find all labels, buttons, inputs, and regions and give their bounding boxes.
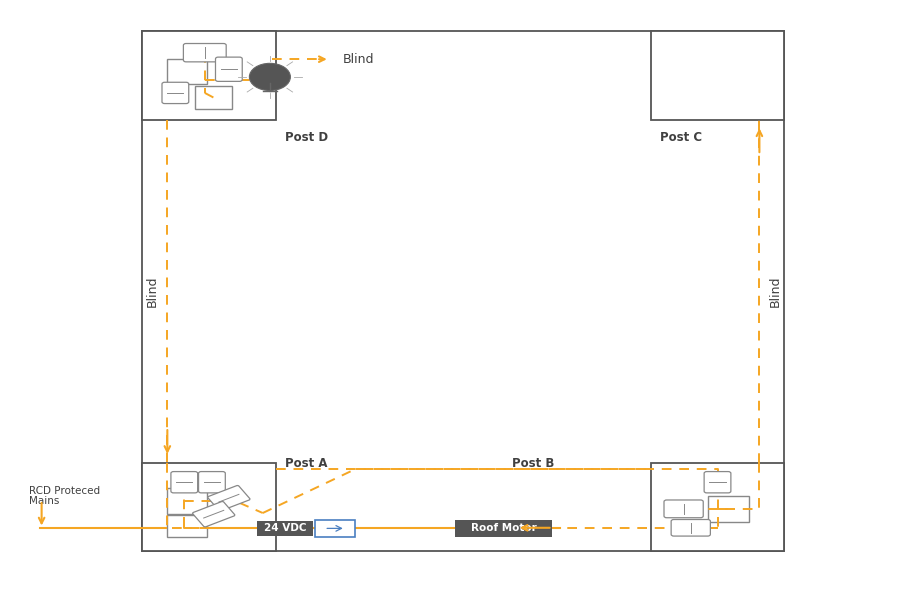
- Bar: [166, 488, 207, 514]
- Bar: [166, 515, 207, 537]
- FancyBboxPatch shape: [664, 500, 703, 518]
- Text: Mains: Mains: [29, 496, 59, 506]
- Bar: [651, 31, 785, 119]
- Text: Post D: Post D: [285, 131, 328, 145]
- Text: Post B: Post B: [512, 457, 554, 470]
- Text: Post C: Post C: [660, 131, 702, 145]
- Bar: [315, 520, 355, 537]
- Text: Blind: Blind: [343, 53, 374, 65]
- Text: Blind: Blind: [476, 521, 508, 534]
- Circle shape: [249, 64, 291, 91]
- Bar: [142, 31, 276, 119]
- Bar: [455, 520, 552, 537]
- FancyBboxPatch shape: [184, 44, 226, 62]
- Text: 24 VDC: 24 VDC: [264, 523, 306, 533]
- Text: Blind: Blind: [769, 275, 781, 307]
- Bar: [166, 59, 207, 85]
- Text: Blind: Blind: [146, 275, 158, 307]
- Bar: [195, 86, 232, 109]
- Bar: [142, 463, 276, 551]
- Text: Post A: Post A: [285, 457, 328, 470]
- Bar: [707, 496, 749, 522]
- Bar: [257, 521, 312, 536]
- FancyBboxPatch shape: [671, 520, 710, 536]
- Bar: [142, 31, 785, 551]
- FancyBboxPatch shape: [162, 82, 189, 104]
- FancyBboxPatch shape: [208, 485, 250, 511]
- Text: RCD Proteced: RCD Proteced: [29, 486, 100, 496]
- FancyBboxPatch shape: [171, 472, 198, 493]
- Text: Roof Motor: Roof Motor: [471, 523, 536, 533]
- FancyBboxPatch shape: [193, 502, 235, 527]
- FancyBboxPatch shape: [215, 57, 242, 82]
- FancyBboxPatch shape: [199, 472, 225, 493]
- Bar: [651, 463, 785, 551]
- FancyBboxPatch shape: [704, 472, 731, 493]
